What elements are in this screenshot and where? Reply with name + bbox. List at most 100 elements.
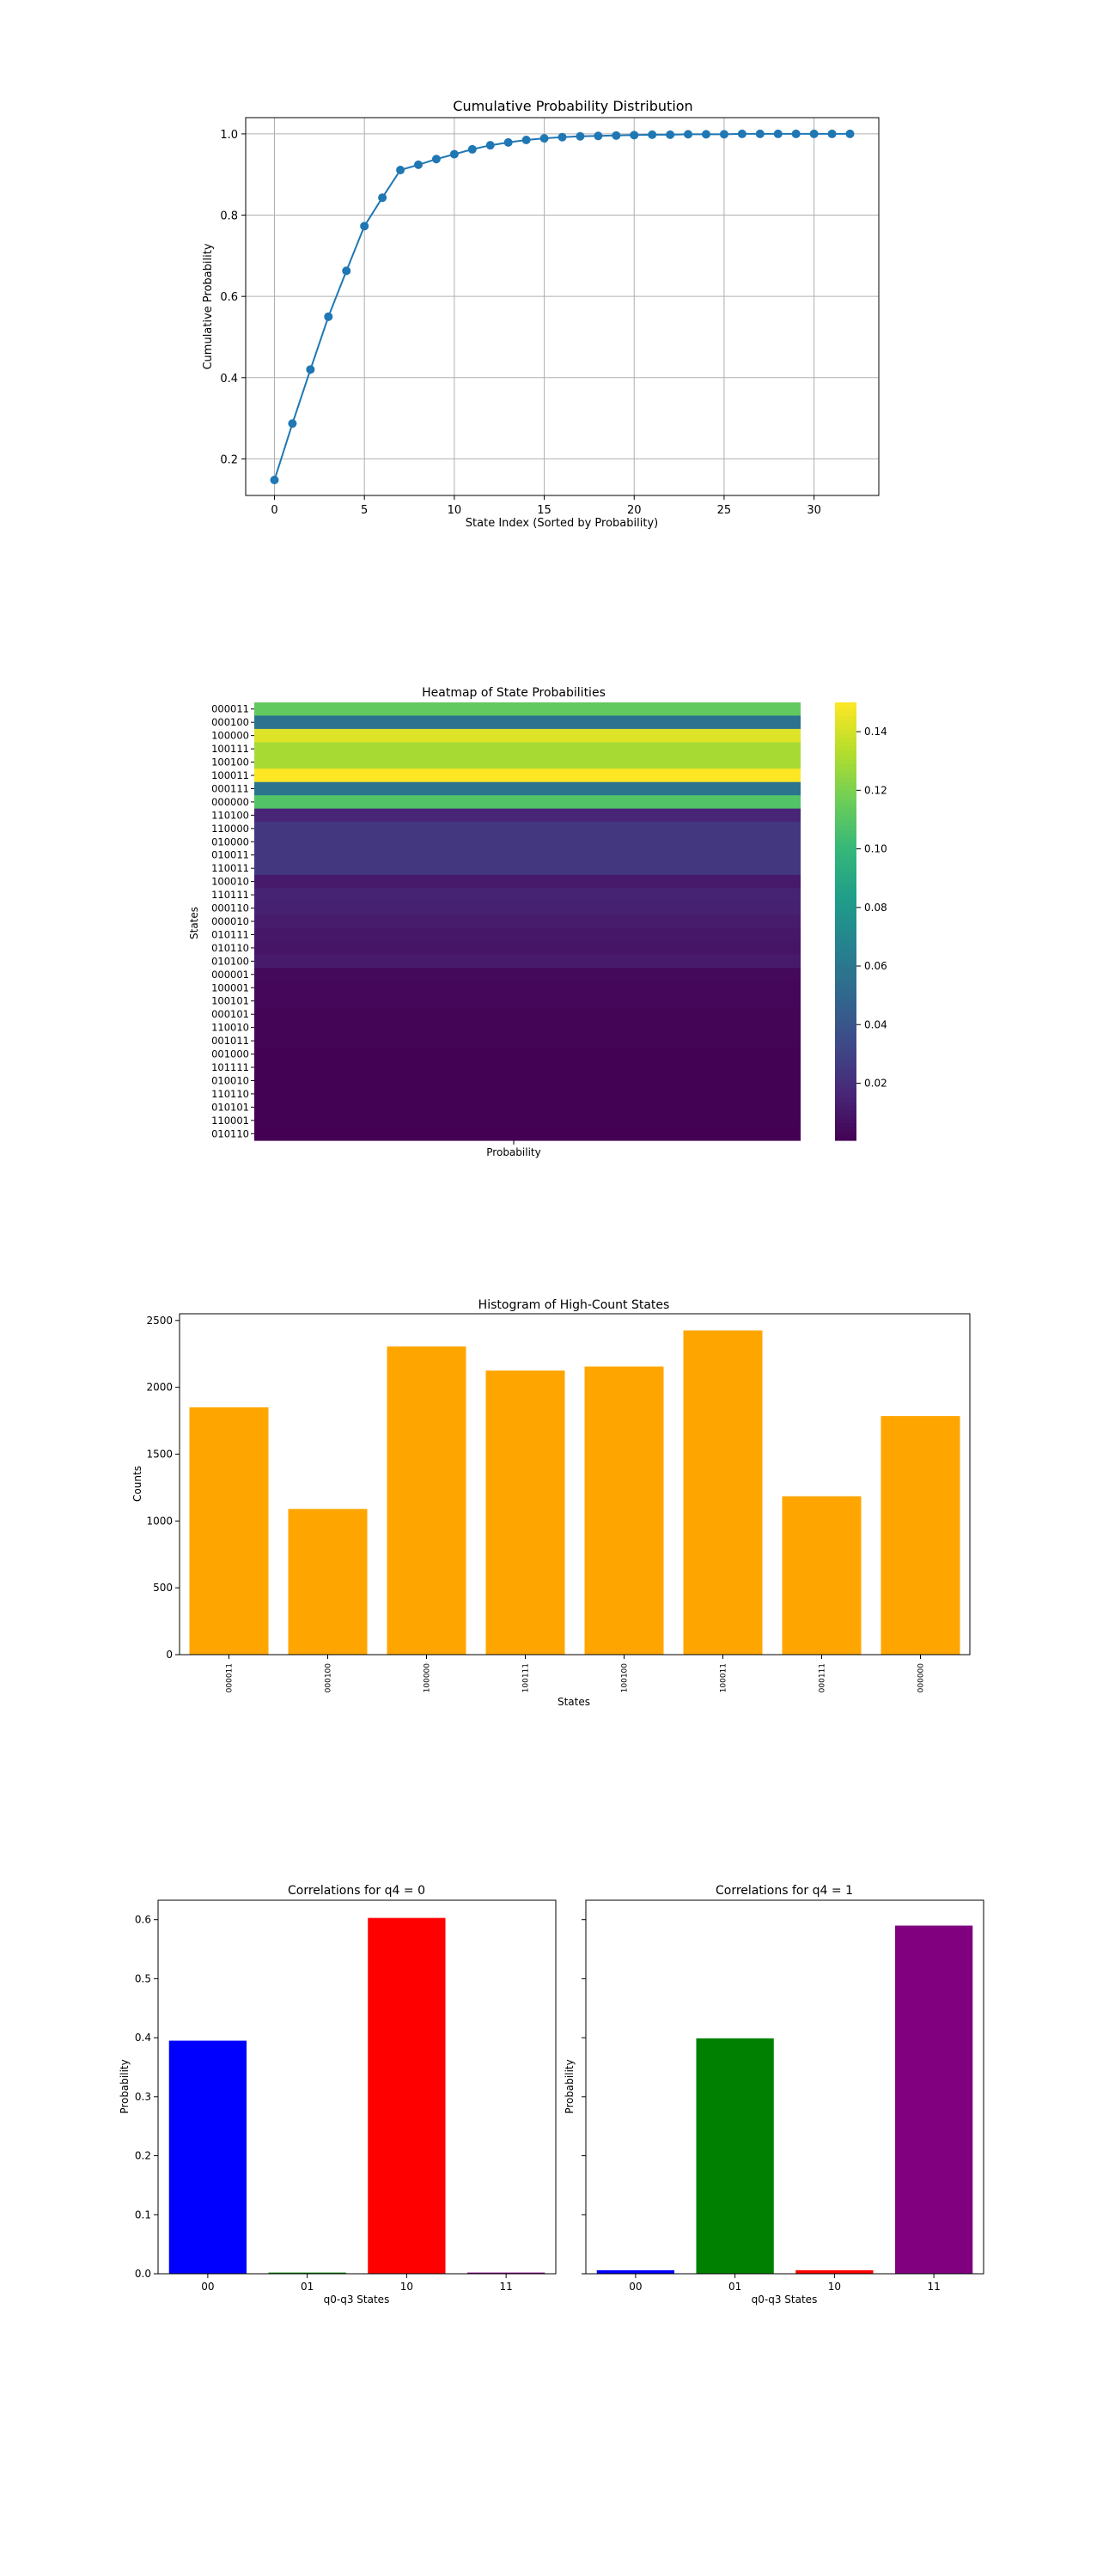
- state-label: 110001: [211, 1115, 249, 1127]
- colorbar-segment: [835, 741, 856, 747]
- heatmap-cell: [254, 901, 801, 915]
- x-tick-label: 00: [201, 2281, 214, 2293]
- heatmap-cell: [254, 1020, 801, 1035]
- histogram-title: Histogram of High-Count States: [478, 1298, 670, 1312]
- colorbar-tick-label: 0.12: [864, 784, 887, 796]
- colorbar-segment: [835, 732, 856, 738]
- y-tick-label: 0.0: [135, 2268, 151, 2280]
- cumulative-point: [791, 129, 801, 138]
- colorbar-segment: [835, 715, 856, 720]
- colorbar-segment: [835, 882, 856, 887]
- colorbar-segment: [835, 847, 856, 852]
- colorbar-segment: [835, 785, 856, 791]
- y-tick-label: 0.2: [135, 2150, 151, 2162]
- x-tick-label: 5: [361, 504, 368, 517]
- state-label: 000111: [211, 782, 249, 794]
- state-label: 000101: [211, 1008, 249, 1020]
- colorbar-segment: [835, 886, 856, 891]
- colorbar-segment: [835, 1013, 856, 1018]
- cumulative-point: [449, 149, 459, 159]
- state-label: 100101: [211, 995, 249, 1007]
- heatmap-ylabel: States: [188, 907, 200, 939]
- y-tick-label: 1000: [146, 1515, 173, 1527]
- cumulative-point: [270, 476, 279, 485]
- colorbar-segment: [835, 999, 856, 1005]
- colorbar-segment: [835, 1131, 856, 1137]
- colorbar-segment: [835, 1109, 856, 1115]
- colorbar-segment: [835, 1127, 856, 1133]
- heatmap-cell: [254, 742, 801, 756]
- correlation-q4-0-frame: [157, 1899, 557, 2275]
- heatmap-cell: [254, 1073, 801, 1088]
- y-tick-label: 0.5: [135, 1972, 151, 1984]
- cumulative-point: [594, 131, 603, 141]
- colorbar-segment: [835, 781, 856, 787]
- colorbar-segment: [835, 1026, 856, 1032]
- y-tick-label: 0.2: [220, 453, 238, 466]
- cumulative-point: [702, 130, 710, 139]
- correlation-bar: [368, 1917, 446, 2274]
- state-label: 100100: [211, 756, 249, 769]
- x-tick-label: 10: [828, 2281, 841, 2293]
- colorbar-segment: [835, 1087, 856, 1093]
- x-tick-label: 000011: [226, 1663, 235, 1692]
- heatmap-cell: [254, 874, 801, 889]
- heatmap-cell: [254, 781, 801, 796]
- state-label: 110011: [211, 862, 249, 874]
- cumulative-point: [503, 137, 513, 147]
- colorbar-segment: [835, 982, 856, 988]
- histogram-bars: [189, 1330, 960, 1655]
- histogram-bar: [782, 1496, 862, 1655]
- y-tick-label: 0.8: [220, 210, 238, 223]
- colorbar-segment: [835, 1057, 856, 1062]
- heatmap-cell: [254, 1060, 801, 1075]
- cumulative-point: [666, 130, 675, 139]
- x-tick-label: 000111: [819, 1663, 827, 1692]
- correlation-bar: [894, 1925, 973, 2274]
- state-label: 100111: [211, 743, 249, 755]
- x-tick-label: 10: [400, 2281, 413, 2293]
- state-label: 010000: [211, 835, 249, 848]
- colorbar-segment: [835, 811, 856, 817]
- colorbar-segment: [835, 720, 856, 726]
- state-label: 010100: [211, 955, 249, 967]
- colorbar-segment: [835, 947, 856, 953]
- histogram-bar: [683, 1330, 763, 1655]
- histogram-ylabel: Counts: [131, 1466, 143, 1502]
- colorbar-segment: [835, 794, 856, 799]
- y-tick-label: 0.6: [220, 291, 238, 304]
- cumulative-point: [576, 131, 585, 141]
- colorbar-segment: [835, 1018, 856, 1023]
- heatmap-cell: [254, 728, 801, 743]
- x-tick-label: 10: [448, 504, 462, 517]
- correlation-bar: [596, 2269, 675, 2274]
- state-label: 010011: [211, 849, 249, 861]
- colorbar-segment: [835, 860, 856, 866]
- cumulative-point: [324, 312, 333, 321]
- cumulative-point: [396, 166, 405, 175]
- state-label: 110000: [211, 823, 249, 835]
- x-tick-label: 100100: [621, 1663, 630, 1693]
- cumulative-point: [558, 132, 567, 142]
- x-tick-label: 30: [807, 504, 821, 517]
- cumulative-point: [414, 160, 423, 169]
- correlation-q4-0-title: Correlations for q4 = 0: [288, 1884, 425, 1898]
- histogram-bar: [387, 1346, 466, 1655]
- state-label: 110110: [211, 1088, 249, 1100]
- colorbar-segment: [835, 864, 856, 870]
- y-tick-label: 2000: [146, 1382, 173, 1394]
- heatmap-cell: [254, 968, 801, 982]
- heatmap-cell: [254, 755, 801, 769]
- colorbar-segment: [835, 807, 856, 813]
- y-tick-label: 0.1: [135, 2208, 151, 2221]
- x-tick-label: 100111: [522, 1663, 531, 1692]
- heatmap-colorbar: 0.02 0.04 0.06 0.08 0.10 0.12 0.14: [835, 702, 887, 1141]
- state-label: 010110: [211, 1127, 249, 1139]
- colorbar-segment: [835, 728, 856, 734]
- heatmap-xlabel: Probability: [486, 1146, 540, 1158]
- x-tick-label: 20: [627, 504, 642, 517]
- colorbar-segment: [835, 746, 856, 751]
- correlation-q4-1-ticks: 00 01 10 11: [582, 1919, 941, 2293]
- cumulative-point: [648, 130, 657, 139]
- x-tick-label: 00: [629, 2281, 642, 2293]
